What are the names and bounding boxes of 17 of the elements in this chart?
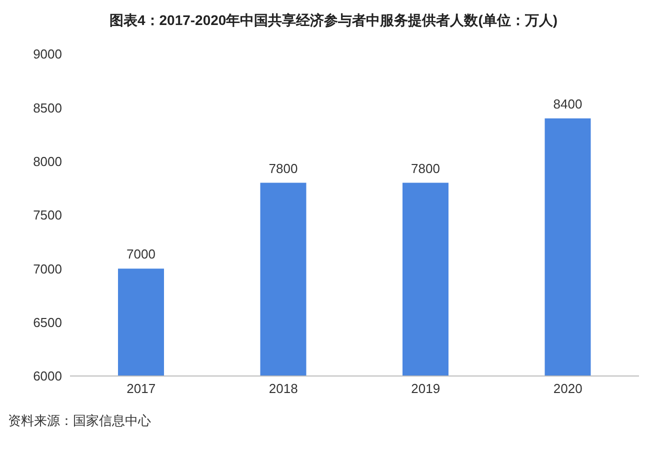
y-tick-label: 9000 [33,46,62,62]
x-tick-label: 2017 [126,381,156,396]
x-tick-label: 2020 [553,381,582,396]
y-tick-label: 6500 [33,314,62,330]
data-label: 7000 [126,246,156,262]
y-tick-label: 7500 [33,208,62,223]
y-tick-label: 8500 [33,100,62,116]
data-label: 8400 [553,96,582,112]
text: 资料来源：国家信息中心 [8,413,151,428]
data-label: 7800 [268,160,298,176]
y-tick-label: 7000 [33,261,62,276]
chart-title: 图表4：2017-2020年中国共享经济参与者中服务提供者人数(单位：万人) [108,11,559,30]
data-label: 7800 [411,160,440,176]
x-tick-label: 2019 [411,381,440,396]
y-tick-label: 6000 [33,368,62,384]
y-tick-label: 8000 [33,154,62,169]
x-tick-label: 2018 [268,381,298,396]
